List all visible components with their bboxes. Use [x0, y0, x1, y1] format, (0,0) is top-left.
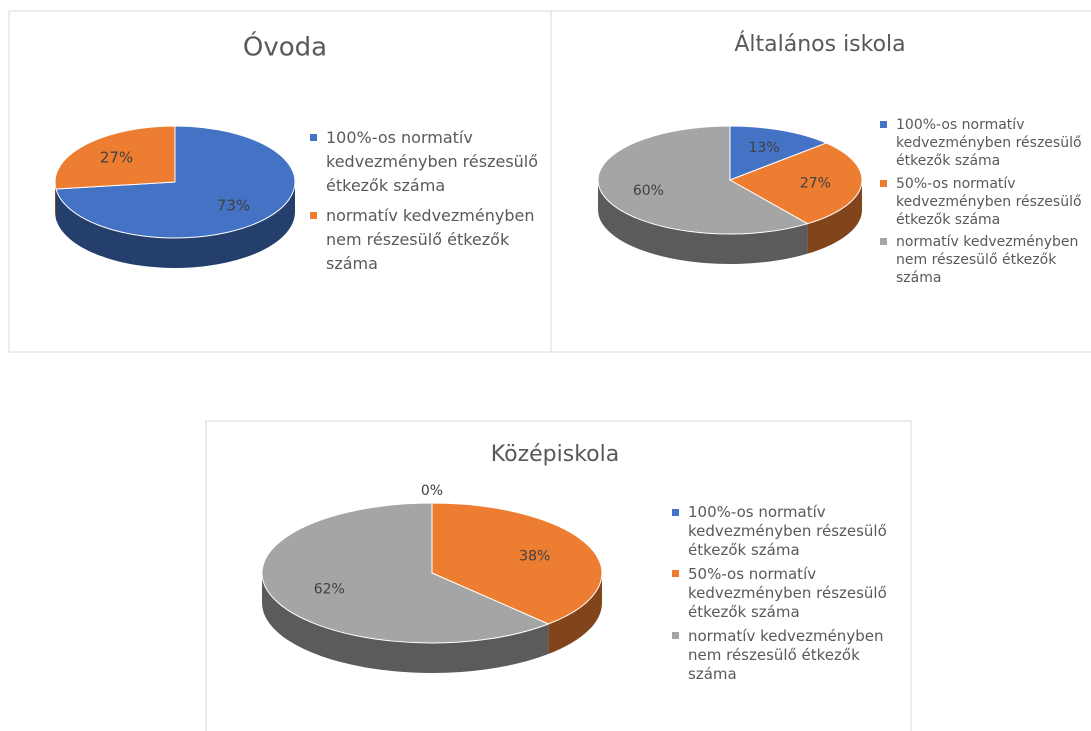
data-label: 62% [314, 582, 345, 598]
legend-label: 50%-os normatív kedvezményben részesülő … [688, 564, 887, 621]
legend-item: normatív kedvezményben nem részesülő étk… [672, 627, 887, 684]
chart-title: Középiskola [491, 442, 619, 467]
chart-title: Óvoda [243, 31, 327, 63]
legend-swatch [310, 134, 317, 141]
chart-border [550, 10, 1091, 353]
legend-label: normatív kedvezményben nem részesülő étk… [688, 626, 884, 683]
legend-label: normatív kedvezményben nem részesülő étk… [326, 206, 535, 273]
pie-side [548, 573, 602, 655]
pie-side [55, 182, 296, 269]
data-label: 60% [633, 183, 664, 199]
pie-slice [728, 142, 863, 225]
legend-item: normatív kedvezményben nem részesülő étk… [310, 204, 545, 276]
legend-label: 50%-os normatív kedvezményben részesülő … [896, 175, 1082, 228]
legend-swatch [880, 121, 887, 128]
data-label: 73% [217, 197, 250, 215]
legend-item: 100%-os normatív kedvezményben részesülő… [310, 126, 545, 198]
data-label: 27% [100, 148, 133, 166]
pie-slice [431, 502, 603, 625]
legend-swatch [672, 632, 679, 639]
pie-side [807, 180, 862, 254]
pie-side [55, 182, 56, 220]
legend-swatch [672, 570, 679, 578]
data-label: 38% [519, 548, 550, 564]
pie-slice [729, 125, 828, 181]
legend-item: normatív kedvezményben nem részesülő étk… [880, 233, 1088, 287]
legend: 100%-os normatív kedvezményben részesülő… [310, 126, 545, 282]
pie-side [598, 180, 808, 264]
pie-slice [597, 125, 809, 235]
legend-label: 100%-os normatív kedvezményben részesülő… [896, 117, 1082, 169]
data-label: 27% [800, 175, 831, 191]
legend-item: 100%-os normatív kedvezményben részesülő… [880, 116, 1088, 170]
legend: 100%-os normatív kedvezményben részesülő… [880, 116, 1088, 292]
chart-border [205, 420, 912, 731]
data-label: 0% [421, 483, 443, 499]
legend-label: 100%-os normatív kedvezményben részesülő… [326, 128, 539, 195]
legend-label: 100%-os normatív kedvezményben részesülő… [688, 503, 887, 559]
pie-slice [261, 502, 550, 644]
legend-swatch [310, 212, 317, 219]
legend-item: 100%-os normatív kedvezményben részesülő… [672, 503, 887, 560]
legend-item: 50%-os normatív kedvezményben részesülő … [672, 565, 887, 622]
legend-item: 50%-os normatív kedvezményben részesülő … [880, 175, 1088, 229]
pie-side [262, 573, 549, 674]
pie-slice [54, 125, 176, 190]
legend: 100%-os normatív kedvezményben részesülő… [672, 503, 887, 688]
legend-swatch [880, 238, 887, 245]
chart-title: Általános iskola [734, 31, 905, 57]
legend-swatch [672, 508, 679, 516]
legend-swatch [880, 179, 887, 187]
legend-label: normatív kedvezményben nem részesülő étk… [896, 234, 1079, 286]
data-label: 13% [749, 140, 780, 156]
